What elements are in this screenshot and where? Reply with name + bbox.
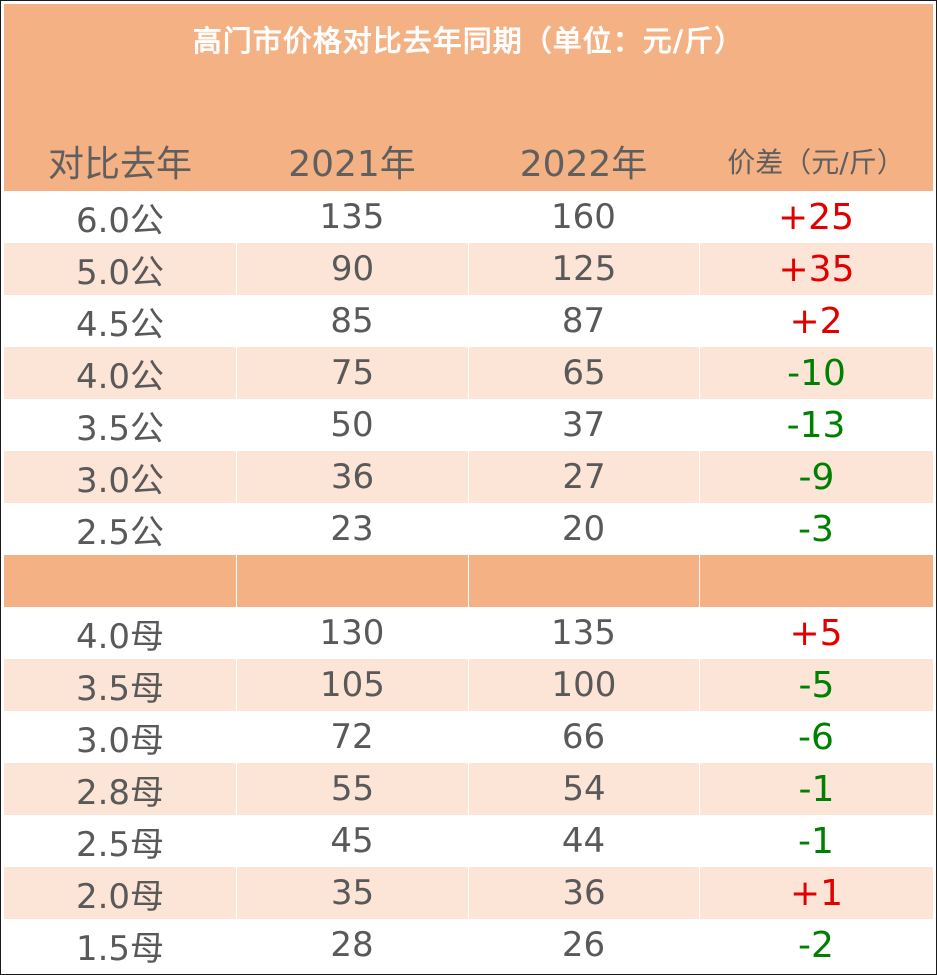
- price-2021-cell: 28: [330, 925, 374, 965]
- price-2021-cell: 23: [330, 509, 374, 549]
- price-2022-cell: 125: [468, 243, 699, 295]
- spec-cell: 4.5公: [75, 304, 165, 345]
- price-diff-cell: +1: [699, 867, 933, 919]
- table-row: 4.0公 75 65 -10: [4, 347, 933, 399]
- table-row: 6.0公 135 160 +25: [4, 191, 933, 243]
- price-diff-cell: -6: [798, 716, 834, 758]
- price-2021-cell: 130: [319, 613, 385, 653]
- price-diff-cell: -13: [786, 404, 846, 446]
- separator-cell: [4, 555, 236, 607]
- price-2022-cell: 160: [551, 197, 616, 237]
- table-row: 1.5母 28 26 -2: [4, 919, 933, 971]
- price-diff-cell: -10: [699, 347, 933, 399]
- price-2022-cell: 37: [561, 405, 606, 445]
- price-2022-cell: 26: [561, 925, 606, 965]
- price-2022-cell: 44: [561, 821, 606, 861]
- price-2022-cell: 87: [561, 301, 606, 341]
- price-2022-cell: 135: [551, 613, 616, 653]
- table-title: 高门市价格对比去年同期（单位：元/斤）: [192, 24, 745, 58]
- separator-cell: [699, 555, 933, 607]
- spec-cell: 4.0母: [75, 616, 165, 657]
- table-row: 5.0公 90 125 +35: [4, 243, 933, 295]
- price-diff-cell: -3: [798, 508, 834, 550]
- price-diff-cell: -1: [798, 820, 834, 862]
- spec-cell: 5.0公: [75, 252, 165, 293]
- table-row: 2.5公 23 20 -3: [4, 503, 933, 555]
- price-2021-cell: 75: [236, 347, 468, 399]
- column-header-2022: 2022年: [519, 144, 648, 185]
- table-row: 2.0母 35 36 +1: [4, 867, 933, 919]
- price-2021-cell: 45: [330, 821, 374, 861]
- spec-cell: 3.0公: [75, 460, 165, 501]
- table-row: 3.0公 36 27 -9: [4, 451, 933, 503]
- price-comparison-table: 高门市价格对比去年同期（单位：元/斤） 对比去年 2021年 2022年 价差（…: [4, 4, 933, 971]
- table-row: 3.0母 72 66 -6: [4, 711, 933, 763]
- price-2022-cell: 66: [561, 717, 606, 757]
- price-2021-cell: 105: [236, 659, 468, 711]
- price-2021-cell: 50: [330, 405, 374, 445]
- column-headers: 对比去年 2021年 2022年 价差（元/斤）: [4, 131, 933, 191]
- price-2021-cell: 55: [236, 763, 468, 815]
- price-diff-cell: -1: [699, 763, 933, 815]
- price-2021-cell: 72: [330, 717, 374, 757]
- price-2022-cell: 36: [468, 867, 699, 919]
- spec-cell: 2.5母: [75, 824, 165, 865]
- price-2021-cell: 85: [330, 301, 374, 341]
- spec-cell: 6.0公: [75, 200, 165, 241]
- table-row: 3.5母 105 100 -5: [4, 659, 933, 711]
- separator-cell: [236, 555, 468, 607]
- price-2021-cell: 90: [236, 243, 468, 295]
- price-2022-cell: 20: [561, 509, 606, 549]
- spec-cell: 1.5母: [75, 928, 165, 969]
- spec-cell: 3.5公: [75, 408, 165, 449]
- column-header-2021: 2021年: [288, 144, 416, 185]
- price-diff-cell: -2: [798, 924, 834, 966]
- table-row: 2.8母 55 54 -1: [4, 763, 933, 815]
- spec-cell: 2.5公: [75, 512, 165, 553]
- price-2022-cell: 100: [468, 659, 699, 711]
- price-diff-cell: -9: [699, 451, 933, 503]
- table-row: 2.5母 45 44 -1: [4, 815, 933, 867]
- price-diff-cell: +25: [778, 196, 854, 238]
- price-2022-cell: 65: [468, 347, 699, 399]
- spec-cell: 3.5母: [75, 668, 165, 709]
- price-diff-cell: +2: [789, 300, 843, 342]
- table-row: 4.5公 85 87 +2: [4, 295, 933, 347]
- price-2022-cell: 54: [468, 763, 699, 815]
- price-diff-cell: +5: [789, 612, 843, 654]
- group-female-rows: 4.0母 130 135 +5 3.5母 105 100 -5 3.0母 72 …: [4, 607, 933, 971]
- price-diff-cell: +35: [699, 243, 933, 295]
- price-2021-cell: 36: [236, 451, 468, 503]
- price-2021-cell: 135: [319, 197, 385, 237]
- price-2021-cell: 35: [236, 867, 468, 919]
- spec-cell: 2.0母: [75, 876, 165, 917]
- table-header-block: 高门市价格对比去年同期（单位：元/斤） 对比去年 2021年 2022年 价差（…: [4, 4, 933, 191]
- spec-cell: 2.8母: [75, 772, 165, 813]
- table-row: 4.0母 130 135 +5: [4, 607, 933, 659]
- table-row: 3.5公 50 37 -13: [4, 399, 933, 451]
- spec-cell: 4.0公: [75, 356, 165, 397]
- column-header-spec: 对比去年: [47, 144, 192, 185]
- price-diff-cell: -5: [699, 659, 933, 711]
- price-2022-cell: 27: [468, 451, 699, 503]
- spec-cell: 3.0母: [75, 720, 165, 761]
- separator-cell: [468, 555, 699, 607]
- column-header-diff: 价差（元/斤）: [727, 146, 905, 179]
- group-separator-row: [4, 555, 933, 607]
- group-male-rows: 6.0公 135 160 +25 5.0公 90 125 +35 4.5公 85…: [4, 191, 933, 555]
